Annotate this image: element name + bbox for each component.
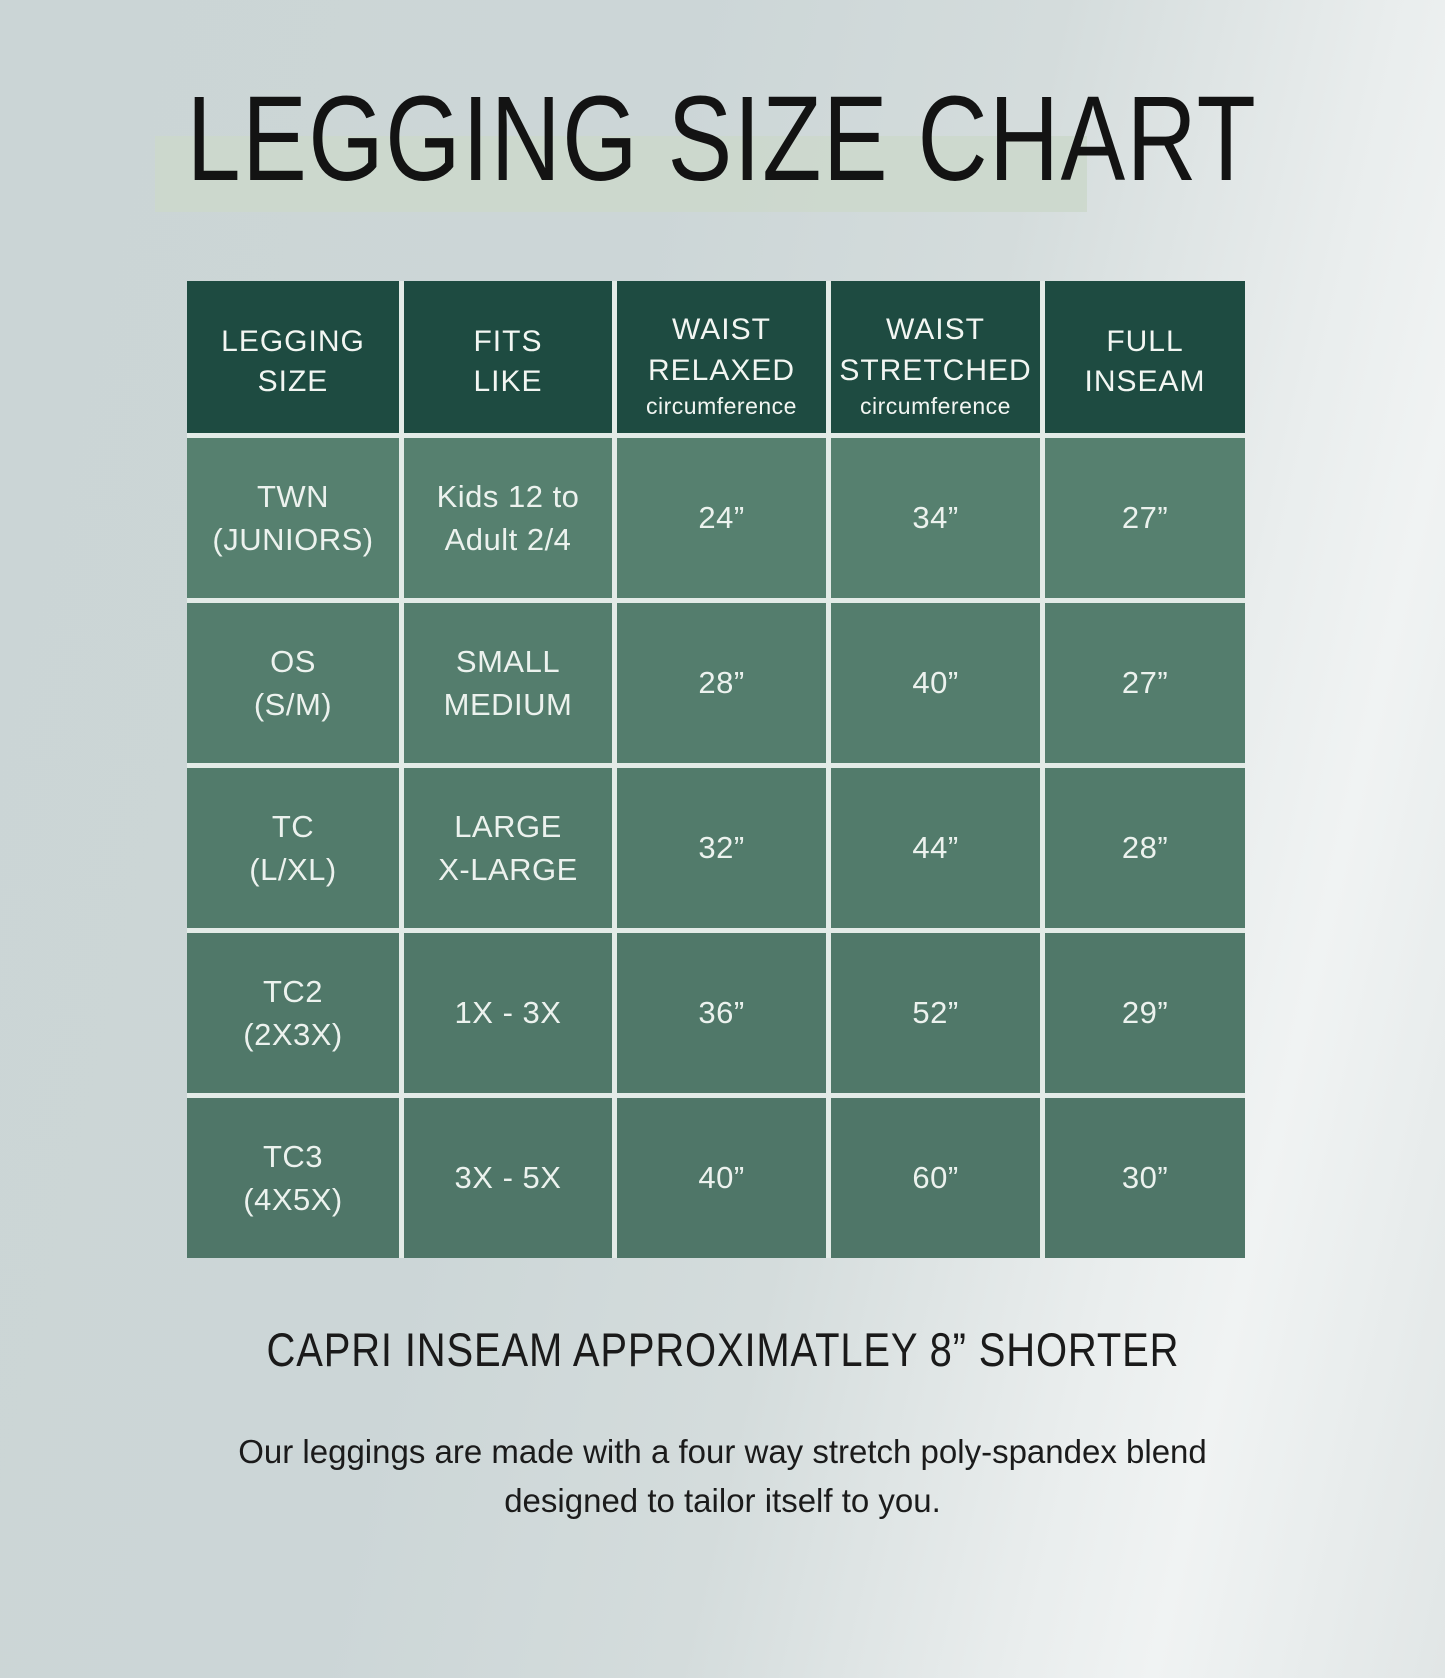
cell-waist-relaxed: 28” [617,603,826,763]
capri-inseam-note-text: CAPRI INSEAM APPROXIMATLEY 8” SHORTER [266,1323,1179,1376]
title-highlight-band [155,136,1087,212]
header-sub-label: circumference [860,393,1011,419]
cell-waist-stretched: 52” [831,933,1040,1093]
cell-fits-like: SMALL MEDIUM [404,603,612,763]
cell-fits-like: LARGE X-LARGE [404,768,612,928]
cell-fits-like: Kids 12 to Adult 2/4 [404,438,612,598]
cell-size: OS (S/M) [187,603,399,763]
cell-waist-stretched: 60” [831,1098,1040,1258]
header-cell-fits-like: FITS LIKE [404,281,612,433]
capri-inseam-note: CAPRI INSEAM APPROXIMATLEY 8” SHORTER [0,1322,1445,1377]
page-title: LEGGING SIZE CHART [187,70,1258,206]
size-chart-table: LEGGING SIZE FITS LIKE WAIST RELAXED cir… [187,281,1245,1258]
header-cell-legging-size: LEGGING SIZE [187,281,399,433]
cell-fits-like: 3X - 5X [404,1098,612,1258]
cell-waist-stretched: 34” [831,438,1040,598]
cell-full-inseam: 27” [1045,438,1245,598]
title-wrap: LEGGING SIZE CHART [0,68,1445,208]
header-cell-waist-stretched: WAIST STRETCHED circumference [831,281,1040,433]
cell-waist-stretched: 44” [831,768,1040,928]
header-label: WAIST RELAXED [647,313,796,387]
cell-full-inseam: 29” [1045,933,1245,1093]
header-cell-full-inseam: FULL INSEAM [1045,281,1245,433]
cell-fits-like: 1X - 3X [404,933,612,1093]
cell-waist-relaxed: 24” [617,438,826,598]
header-sub-label: circumference [646,393,797,419]
cell-full-inseam: 27” [1045,603,1245,763]
cell-waist-relaxed: 32” [617,768,826,928]
cell-full-inseam: 30” [1045,1098,1245,1258]
cell-waist-relaxed: 36” [617,933,826,1093]
header-label: FITS LIKE [473,324,543,399]
header-label: LEGGING SIZE [221,324,365,399]
header-label: FULL INSEAM [1084,324,1206,399]
material-description: Our leggings are made with a four way st… [238,1433,1207,1519]
cell-size: TC3 (4X5X) [187,1098,399,1258]
header-label: WAIST STRETCHED [839,313,1032,387]
cell-waist-relaxed: 40” [617,1098,826,1258]
cell-full-inseam: 28” [1045,768,1245,928]
cell-size: TC2 (2X3X) [187,933,399,1093]
cell-size: TC (L/XL) [187,768,399,928]
cell-waist-stretched: 40” [831,603,1040,763]
cell-size: TWN (JUNIORS) [187,438,399,598]
header-cell-waist-relaxed: WAIST RELAXED circumference [617,281,826,433]
